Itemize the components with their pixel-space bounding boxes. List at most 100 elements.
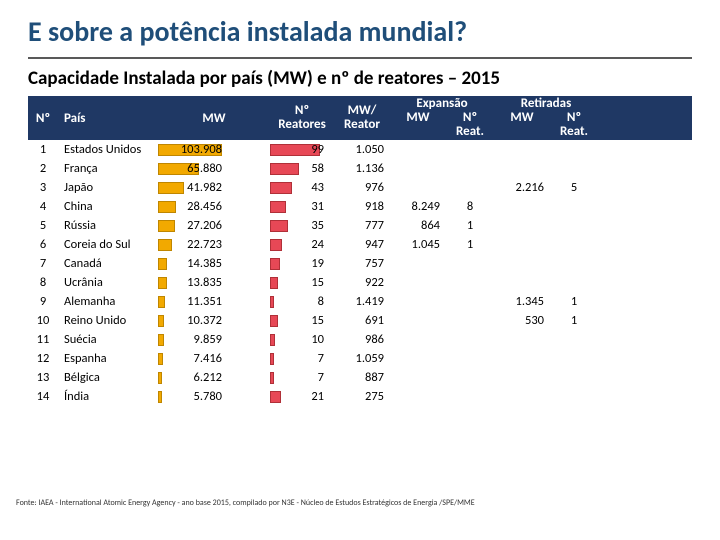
cell-country: Ucrânia: [58, 275, 158, 290]
cell-n: 7: [28, 256, 58, 271]
cell-ret-mw: 1.345: [494, 294, 550, 309]
cell-country: Coreia do Sul: [58, 237, 158, 252]
cell-n: 5: [28, 218, 58, 233]
cell-n: 14: [28, 389, 58, 404]
cell-mw-per-reactor: 986: [334, 332, 390, 347]
mw-value: 7.416: [158, 351, 270, 366]
cell-n: 8: [28, 275, 58, 290]
reactor-value: 21: [270, 389, 334, 404]
table-row: 9Alemanha11.35181.419 1.3451: [28, 292, 692, 311]
mw-value: 103.908: [158, 142, 270, 157]
table-row: 12Espanha7.41671.059: [28, 349, 692, 368]
cell-country: Japão: [58, 180, 158, 195]
table-row: 6Coreia do Sul22.723249471.0451: [28, 235, 692, 254]
cell-reactors: 19: [270, 256, 334, 272]
col-mw-per-reactor: MW/ Reator: [334, 96, 390, 140]
mw-value: 65.880: [158, 161, 270, 176]
cell-mw: 7.416: [158, 351, 270, 367]
cell-ret-n: 1: [550, 294, 598, 309]
table-row: 5Rússia27.206357778641: [28, 216, 692, 235]
cell-mw: 22.723: [158, 237, 270, 253]
cell-country: Alemanha: [58, 294, 158, 309]
cell-mw-per-reactor: 275: [334, 389, 390, 404]
cell-mw-per-reactor: 757: [334, 256, 390, 271]
mw-value: 27.206: [158, 218, 270, 233]
cell-n: 10: [28, 313, 58, 328]
cell-mw-per-reactor: 1.419: [334, 294, 390, 309]
table-header: Nº País MW Nº Reatores MW/ Reator Expans…: [28, 96, 692, 140]
cell-mw-per-reactor: 922: [334, 275, 390, 290]
reactor-value: 43: [270, 180, 334, 195]
cell-mw: 9.859: [158, 332, 270, 348]
cell-n: 6: [28, 237, 58, 252]
cell-mw-per-reactor: 1.136: [334, 161, 390, 176]
slide-title: E sobre a potência instalada mundial?: [0, 0, 720, 57]
cell-mw-per-reactor: 777: [334, 218, 390, 233]
cell-exp-n: 1: [446, 237, 494, 252]
table-row: 3Japão41.982439762.2165: [28, 178, 692, 197]
cell-country: França: [58, 161, 158, 176]
cell-reactors: 43: [270, 180, 334, 196]
reactor-value: 8: [270, 294, 334, 309]
cell-n: 13: [28, 370, 58, 385]
reactor-value: 58: [270, 161, 334, 176]
cell-n: 2: [28, 161, 58, 176]
cell-reactors: 24: [270, 237, 334, 253]
cell-ret-mw: 530: [494, 313, 550, 328]
cell-exp-mw: 8.249: [390, 199, 446, 214]
reactor-value: 7: [270, 351, 334, 366]
cell-ret-mw: 2.216: [494, 180, 550, 195]
mw-value: 22.723: [158, 237, 270, 252]
mw-value: 11.351: [158, 294, 270, 309]
cell-reactors: 31: [270, 199, 334, 215]
cell-country: Bélgica: [58, 370, 158, 385]
reactor-value: 7: [270, 370, 334, 385]
table-row: 11Suécia9.85910986: [28, 330, 692, 349]
reactor-value: 19: [270, 256, 334, 271]
table-row: 14Índia5.78021275: [28, 387, 692, 406]
cell-reactors: 15: [270, 275, 334, 291]
reactor-value: 15: [270, 275, 334, 290]
cell-mw: 10.372: [158, 313, 270, 329]
mw-value: 41.982: [158, 180, 270, 195]
reactor-value: 35: [270, 218, 334, 233]
cell-mw: 14.385: [158, 256, 270, 272]
col-reactors: Nº Reatores: [270, 96, 334, 140]
cell-country: Reino Unido: [58, 313, 158, 328]
mw-value: 28.456: [158, 199, 270, 214]
cell-n: 3: [28, 180, 58, 195]
cell-reactors: 7: [270, 370, 334, 386]
cell-country: Estados Unidos: [58, 142, 158, 157]
reactor-value: 10: [270, 332, 334, 347]
cell-reactors: 35: [270, 218, 334, 234]
table-row: 10Reino Unido10.372156915301: [28, 311, 692, 330]
cell-mw: 103.908: [158, 142, 270, 158]
cell-country: Rússia: [58, 218, 158, 233]
mw-value: 5.780: [158, 389, 270, 404]
cell-n: 11: [28, 332, 58, 347]
cell-n: 9: [28, 294, 58, 309]
cell-reactors: 8: [270, 294, 334, 310]
mw-value: 13.835: [158, 275, 270, 290]
cell-exp-mw: 1.045: [390, 237, 446, 252]
cell-country: Canadá: [58, 256, 158, 271]
cell-exp-n: 8: [446, 199, 494, 214]
cell-mw: 6.212: [158, 370, 270, 386]
col-mw: MW: [158, 111, 270, 126]
capacity-table: Nº País MW Nº Reatores MW/ Reator Expans…: [28, 96, 692, 406]
cell-reactors: 10: [270, 332, 334, 348]
reactor-value: 99: [270, 142, 334, 157]
cell-exp-n: 1: [446, 218, 494, 233]
cell-mw: 28.456: [158, 199, 270, 215]
table-row: 7Canadá14.38519757: [28, 254, 692, 273]
cell-mw: 65.880: [158, 161, 270, 177]
reactor-value: 24: [270, 237, 334, 252]
cell-mw-per-reactor: 691: [334, 313, 390, 328]
cell-reactors: 21: [270, 389, 334, 405]
cell-country: Espanha: [58, 351, 158, 366]
cell-exp-mw: 864: [390, 218, 446, 233]
cell-country: China: [58, 199, 158, 214]
cell-mw-per-reactor: 1.050: [334, 142, 390, 157]
table-row: 13Bélgica6.2127887: [28, 368, 692, 387]
cell-ret-n: 1: [550, 313, 598, 328]
